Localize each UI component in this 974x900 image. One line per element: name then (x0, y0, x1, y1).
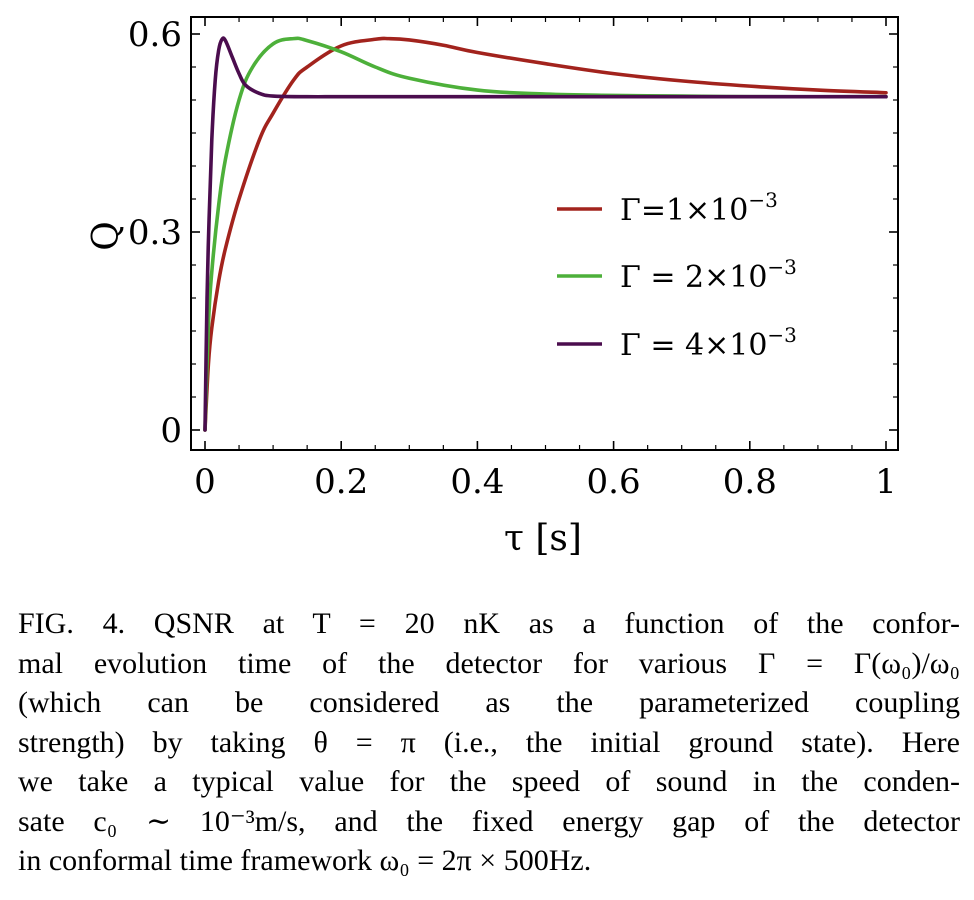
x-tick-label: 0.4 (450, 462, 504, 502)
caption-line: (which can be considered as the paramete… (18, 686, 960, 719)
y-tick-label: 0.3 (128, 213, 182, 253)
x-tick-label: 0.6 (587, 462, 641, 502)
x-tick-label: 0.8 (723, 462, 777, 502)
chart: 0 0.2 0.4 0.6 0.8 1 0 0.3 0.6 Γ=1×10−3 Γ = 2×10−… (86, 15, 899, 559)
caption-line: mal evolution time of the detector for v… (18, 646, 960, 680)
plot-frame (190, 16, 899, 451)
series-line-3 (203, 36, 888, 432)
x-tick-label: 1 (875, 462, 897, 502)
x-axis-ticks: 0 0.2 0.4 0.6 0.8 1 (194, 17, 897, 502)
legend-label-3: Γ = 4×10−3 (620, 323, 797, 363)
caption-line: FIG. 4. QSNR at T = 20 nK as a function … (18, 607, 960, 640)
legend: Γ=1×10−3 Γ = 2×10−3 Γ = 4×10−3 (557, 188, 797, 363)
series-lines (203, 36, 888, 432)
series-line-1 (203, 36, 888, 432)
y-axis-ticks: 0 0.3 0.6 (128, 15, 898, 451)
y-axis-title: Q (86, 221, 127, 251)
caption-line: we take a typical value for the speed of… (18, 765, 960, 798)
legend-label-1: Γ=1×10−3 (620, 188, 778, 228)
y-tick-label: 0.6 (128, 15, 182, 55)
caption-line: in conformal time framework ω₀ = 2π × 50… (18, 844, 592, 877)
x-axis-title: τ [s] (504, 518, 582, 559)
x-tick-label: 0.2 (314, 462, 368, 502)
x-tick-label: 0 (194, 462, 216, 502)
legend-label-2: Γ = 2×10−3 (620, 255, 797, 295)
caption-line: strength) by taking θ = π (i.e., the ini… (18, 725, 960, 759)
caption-line: sate c₀ ∼ 10⁻³m/s, and the fixed energy … (18, 804, 960, 838)
figure-caption: FIG. 4. QSNR at T = 20 nK as a function … (18, 604, 960, 881)
y-tick-label: 0 (160, 411, 182, 451)
